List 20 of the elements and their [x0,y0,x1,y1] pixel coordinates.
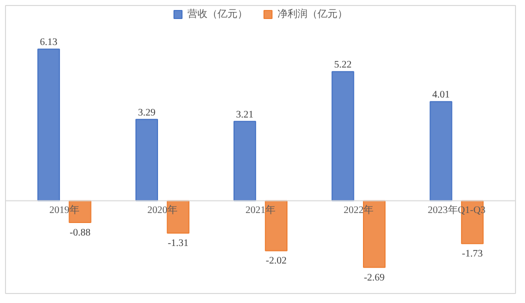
bar [234,120,256,202]
bar [37,48,60,202]
data-label: -2.02 [266,256,287,267]
data-label: -2.69 [364,272,385,284]
data-label: -0.88 [70,228,90,239]
bar [362,200,386,268]
bar [332,71,354,202]
data-label: 6.13 [40,37,58,48]
data-label: 3.29 [138,107,156,118]
data-label: 5.22 [334,60,352,71]
bar [430,101,452,202]
legend-label: 营收（亿元） [188,8,248,21]
legend-label: 净利润（亿元） [278,8,348,21]
bar [166,200,190,234]
data-label: -1.73 [462,248,483,260]
bar [264,200,288,252]
data-label: -1.31 [168,238,189,250]
data-label: 3.21 [236,109,254,120]
data-label: 4.01 [432,90,450,101]
bar [135,118,158,202]
